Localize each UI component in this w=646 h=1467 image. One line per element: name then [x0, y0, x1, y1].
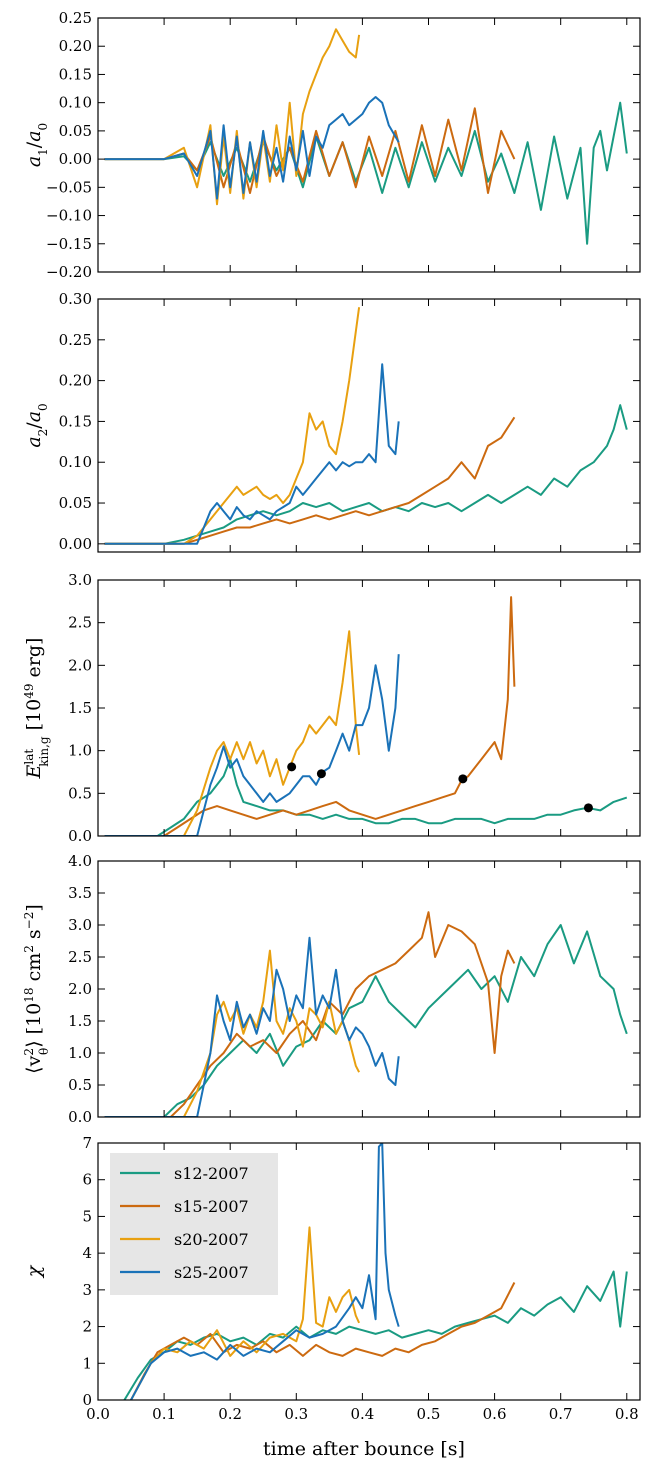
y-tick-label: 3.0	[68, 571, 92, 589]
y-tick-label: 0.00	[59, 535, 92, 553]
series-group	[104, 596, 628, 836]
x-tick-label: 0.7	[549, 1405, 573, 1423]
series-line-s15-2007	[104, 107, 516, 194]
panel-a1: −0.20 −0.15 −0.10 −0.05 0.00 0.05 0.10 0.15 0.20…	[23, 9, 641, 281]
y-tick-label: 3.5	[68, 884, 92, 902]
y-tick-label: 4	[82, 1244, 92, 1262]
series-line-s25-2007	[104, 363, 400, 545]
series-line-s20-2007	[104, 949, 360, 1117]
series-line-s20-2007	[130, 1226, 361, 1400]
x-tick-label: 0.4	[350, 1405, 374, 1423]
y-tick-label: 3	[82, 1281, 92, 1299]
panel-vtheta: 0.0 0.5 1.0 1.5 2.0 2.5 3.0 3.5 4.0 ⟨v2θ⟩ [1018 c…	[22, 852, 641, 1126]
series-group	[123, 1143, 628, 1400]
y-tick-label: −0.20	[46, 263, 92, 281]
y-tick-label: 0.15	[59, 412, 92, 430]
y-tick-label: 0.30	[59, 290, 92, 308]
x-tick-label: 0.3	[284, 1405, 308, 1423]
y-tick-label: −0.10	[46, 207, 92, 225]
series-line-s12-2007	[123, 1270, 628, 1400]
legend: s12-2007 s15-2007 s20-2007 s25-2007	[110, 1153, 278, 1295]
legend-label: s15-2007	[174, 1197, 249, 1216]
y-tick-label: 7	[82, 1134, 92, 1152]
x-tick-label: 0.0	[86, 1405, 110, 1423]
y-tick-label: 2.5	[68, 614, 92, 632]
y-tick-label: 0.20	[59, 37, 92, 55]
y-tick-label: 0.20	[59, 372, 92, 390]
data-marker	[287, 762, 297, 772]
y-tick-label: 0.15	[59, 65, 92, 83]
x-axis-label: time after bounce [s]	[263, 1438, 465, 1460]
y-tick-label: 2	[82, 1318, 92, 1336]
x-tick-label: 0.6	[483, 1405, 507, 1423]
y-tick-label: 4.0	[68, 852, 92, 870]
y-tick-label: 2.0	[68, 980, 92, 998]
y-tick-label: 0.10	[59, 453, 92, 471]
series-line-s12-2007	[104, 758, 628, 836]
panel-ekin: 0.0 0.5 1.0 1.5 2.0 2.5 3.0 Elatkin,g [1049 erg…	[22, 571, 641, 845]
data-marker	[316, 769, 326, 779]
legend-label: s12-2007	[174, 1164, 249, 1183]
series-line-s15-2007	[104, 416, 516, 545]
series-line-s25-2007	[104, 654, 400, 836]
y-tick-label: 0.25	[59, 9, 92, 27]
y-tick-label: 0.00	[59, 150, 92, 168]
y-tick-label: 1	[82, 1354, 92, 1372]
y-tick-label: 0.10	[59, 94, 92, 112]
series-line-s20-2007	[104, 630, 361, 836]
series-line-s15-2007	[130, 1282, 516, 1400]
series-group	[104, 911, 628, 1117]
series-line-s12-2007	[104, 404, 628, 545]
y-tick-label: 0.5	[68, 1076, 92, 1094]
y-tick-label: 0.05	[59, 122, 92, 140]
y-tick-label: 2.5	[68, 948, 92, 966]
y-tick-label: 1.0	[68, 1044, 92, 1062]
legend-label: s20-2007	[174, 1230, 249, 1249]
y-tick-label: 1.5	[68, 699, 92, 717]
series-group	[104, 307, 628, 545]
y-axis-label: a1/a0	[23, 123, 50, 167]
y-tick-label: 0.25	[59, 331, 92, 349]
y-tick-label: 0.05	[59, 494, 92, 512]
legend-label: s25-2007	[174, 1263, 249, 1282]
y-tick-label: 3.0	[68, 916, 92, 934]
y-tick-label: 1.0	[68, 742, 92, 760]
series-line-s25-2007	[104, 96, 400, 200]
y-tick-label: −0.15	[46, 235, 92, 253]
y-tick-label: 0.5	[68, 784, 92, 802]
panel-chi: 0 1 2 3 4 5 6 7 0.0 0.1 0.2 0.3 0.4 0.5 0.6 0.7 0.8 χ s12-…	[23, 1134, 641, 1423]
y-tick-label: 2.0	[68, 656, 92, 674]
series-line-s12-2007	[104, 924, 628, 1117]
y-tick-label: 0.0	[68, 1108, 92, 1126]
x-tick-label: 0.2	[218, 1405, 242, 1423]
series-line-s15-2007	[104, 911, 516, 1117]
x-tick-label: 0.5	[417, 1405, 441, 1423]
y-axis-label: a2/a0	[23, 403, 50, 447]
panel-frame	[97, 1142, 641, 1401]
y-tick-label: 6	[82, 1171, 92, 1189]
panel-a2: 0.00 0.05 0.10 0.15 0.20 0.25 0.30 a2/a0	[23, 290, 641, 553]
y-axis-label: ⟨v2θ⟩ [1018 cm2 s−2]	[22, 904, 51, 1074]
y-tick-label: 1.5	[68, 1012, 92, 1030]
x-tick-label: 0.1	[152, 1405, 176, 1423]
y-tick-label: 0	[82, 1391, 92, 1409]
panel-frame	[97, 17, 641, 273]
data-marker	[583, 803, 593, 813]
series-line-s15-2007	[104, 596, 516, 836]
series-line-s20-2007	[104, 307, 361, 545]
series-line-s25-2007	[130, 1143, 400, 1400]
panel-frame	[97, 298, 641, 553]
y-axis-label: χ	[23, 1264, 45, 1279]
series-group	[104, 28, 628, 245]
data-marker	[458, 774, 468, 784]
x-tick-label: 0.8	[615, 1405, 639, 1423]
y-tick-label: 0.0	[68, 827, 92, 845]
y-tick-label: 5	[82, 1207, 92, 1225]
y-tick-label: −0.05	[46, 178, 92, 196]
series-line-s25-2007	[104, 936, 400, 1117]
y-axis-label: Elatkin,g [1049 erg]	[22, 638, 51, 780]
series-line-s12-2007	[104, 101, 628, 245]
